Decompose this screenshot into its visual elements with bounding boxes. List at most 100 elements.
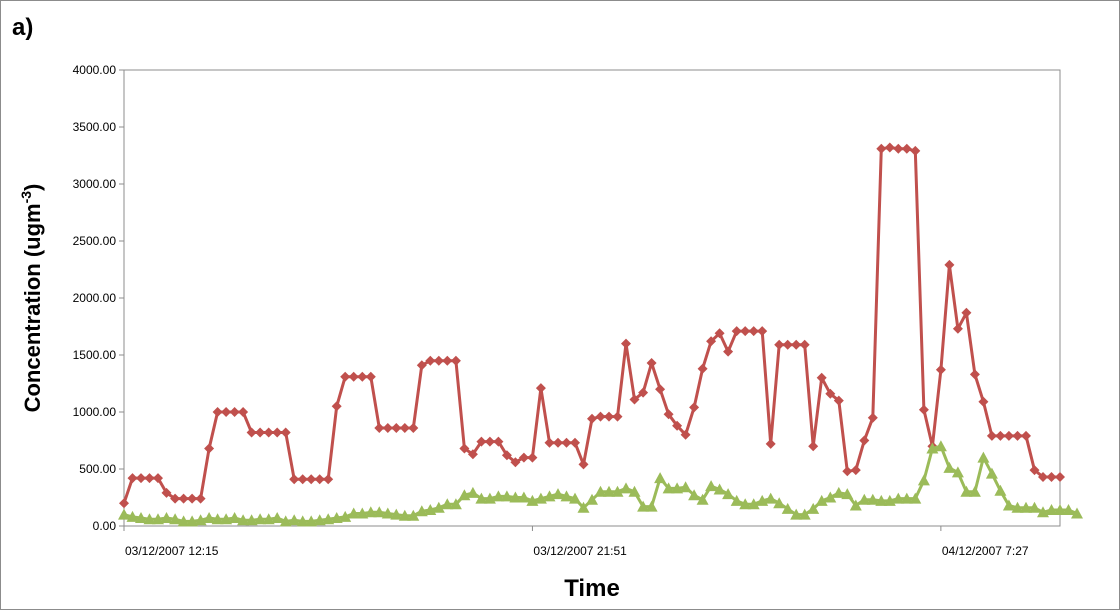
data-point xyxy=(730,494,743,506)
data-point xyxy=(544,437,555,448)
data-point xyxy=(518,452,529,463)
data-point xyxy=(552,488,564,500)
data-point xyxy=(569,492,581,504)
x-tick-label: 03/12/2007 12:15 xyxy=(125,544,219,558)
data-point xyxy=(356,507,369,519)
data-point xyxy=(449,498,462,510)
data-point xyxy=(493,436,504,447)
data-point xyxy=(1055,472,1065,482)
data-point xyxy=(985,467,998,479)
data-point xyxy=(305,515,318,527)
data-point xyxy=(739,498,752,510)
data-point xyxy=(238,407,249,417)
data-point xyxy=(723,346,734,357)
data-point xyxy=(833,395,844,406)
data-point xyxy=(442,355,453,366)
data-point xyxy=(135,512,147,523)
data-point xyxy=(995,430,1006,441)
data-point xyxy=(893,143,904,154)
data-point xyxy=(918,404,929,415)
data-point xyxy=(577,501,590,513)
data-point xyxy=(952,323,963,334)
data-point xyxy=(943,461,956,473)
data-point xyxy=(187,493,198,504)
data-point xyxy=(517,491,530,503)
data-point xyxy=(161,487,172,498)
data-point xyxy=(867,412,878,423)
data-point xyxy=(203,512,216,523)
data-point xyxy=(689,402,700,413)
data-point xyxy=(604,411,614,422)
data-point xyxy=(272,427,283,438)
data-point xyxy=(476,436,487,447)
data-point xyxy=(450,355,461,366)
data-point xyxy=(994,484,1007,496)
data-point xyxy=(944,259,955,270)
data-point xyxy=(119,498,129,509)
data-point xyxy=(271,512,284,523)
data-point xyxy=(798,508,811,520)
data-point xyxy=(934,440,947,452)
data-point xyxy=(765,438,776,449)
data-point xyxy=(901,143,912,154)
data-point xyxy=(415,505,428,517)
data-point xyxy=(237,514,250,526)
data-point xyxy=(289,474,300,485)
data-point xyxy=(969,369,980,380)
data-point xyxy=(714,328,725,339)
data-point xyxy=(842,466,853,477)
data-point xyxy=(348,371,359,382)
data-point xyxy=(1012,430,1023,441)
data-point xyxy=(620,482,632,494)
data-point xyxy=(160,512,173,523)
data-point xyxy=(553,437,563,448)
data-point xyxy=(186,515,199,527)
data-point xyxy=(713,483,726,495)
data-point xyxy=(381,507,394,519)
data-point xyxy=(832,486,845,498)
data-point xyxy=(850,465,861,476)
data-point xyxy=(790,508,803,520)
data-point xyxy=(900,492,913,504)
data-point xyxy=(977,451,990,463)
data-point xyxy=(339,510,352,522)
data-point xyxy=(638,387,649,398)
data-point xyxy=(696,493,709,505)
data-point xyxy=(313,514,326,526)
data-point xyxy=(747,498,760,510)
data-point xyxy=(212,407,223,417)
x-tick-label: 03/12/2007 21:51 xyxy=(533,544,627,558)
data-point xyxy=(791,339,802,350)
data-point xyxy=(1002,499,1015,511)
data-point xyxy=(1046,472,1057,482)
y-tick-label: 4000.00 xyxy=(73,63,117,77)
data-point xyxy=(1003,430,1014,441)
data-point xyxy=(909,492,922,504)
data-point xyxy=(629,394,640,405)
data-point xyxy=(416,360,427,371)
data-point xyxy=(245,514,258,526)
data-point xyxy=(876,143,887,154)
data-point xyxy=(594,485,607,497)
data-point xyxy=(364,506,377,518)
data-point xyxy=(118,508,130,520)
series-1 xyxy=(119,142,1065,509)
data-point xyxy=(841,488,854,500)
data-point xyxy=(560,490,573,502)
data-point xyxy=(628,485,641,497)
data-point xyxy=(621,338,631,349)
data-point xyxy=(722,488,735,500)
data-point xyxy=(220,513,233,525)
data-point xyxy=(1029,465,1040,476)
data-point xyxy=(740,326,751,337)
data-point xyxy=(322,513,335,525)
data-point xyxy=(126,510,139,522)
data-point xyxy=(169,513,182,525)
data-point xyxy=(935,364,946,375)
data-point xyxy=(527,452,538,463)
data-point xyxy=(961,307,972,318)
data-point xyxy=(373,506,386,518)
data-point xyxy=(917,474,930,486)
data-point xyxy=(492,490,505,502)
data-point xyxy=(374,423,385,433)
